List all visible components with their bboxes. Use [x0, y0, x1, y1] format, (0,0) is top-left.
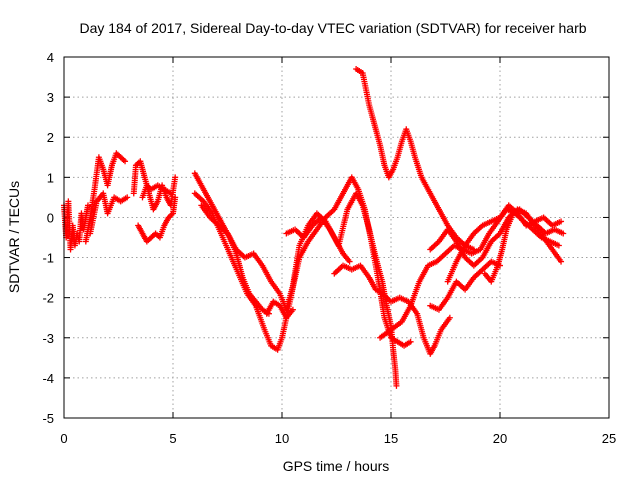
- data-point: [124, 194, 131, 201]
- x-tick-label: 25: [602, 431, 616, 446]
- y-tick-label: 3: [47, 90, 54, 105]
- data-point: [558, 218, 565, 225]
- y-tick-label: -4: [42, 371, 54, 386]
- data-point: [172, 174, 179, 181]
- data-point: [289, 306, 296, 313]
- data-point: [558, 258, 565, 265]
- y-tick-label: 4: [47, 50, 54, 65]
- x-tick-label: 15: [384, 431, 398, 446]
- series-arc-l: [331, 262, 453, 357]
- y-tick-label: -5: [42, 411, 54, 426]
- y-tick-label: -2: [42, 291, 54, 306]
- data-point: [446, 314, 453, 321]
- series-arc-q: [444, 202, 565, 285]
- x-tick-label: 10: [275, 431, 289, 446]
- plot-frame: [63, 56, 610, 419]
- data-point: [84, 202, 91, 209]
- data-point: [555, 242, 562, 249]
- series-arc-k: [283, 190, 400, 389]
- data-points: [61, 66, 567, 389]
- series-arc-m: [353, 66, 477, 253]
- series-arc-b: [82, 150, 129, 245]
- x-tick-label: 5: [169, 431, 176, 446]
- data-point: [346, 258, 353, 265]
- series-arc-r: [481, 206, 567, 285]
- data-point: [393, 382, 400, 389]
- data-point: [407, 338, 414, 345]
- data-point: [122, 158, 129, 165]
- y-tick-labels: -5 -4 -3 -2 -1 0 1 2 3 4: [42, 50, 54, 426]
- series-arc-a: [61, 198, 91, 253]
- series-arc-f: [139, 182, 174, 201]
- series-arc-c: [87, 190, 131, 237]
- y-axis-label: SDTVAR / TECUs: [6, 181, 22, 293]
- x-axis-label: GPS time / hours: [283, 458, 390, 474]
- series-arc-p: [427, 258, 503, 313]
- data-point: [172, 194, 179, 201]
- data-point: [167, 190, 174, 197]
- grid-lines: [64, 57, 609, 418]
- chart-title: Day 184 of 2017, Sidereal Day-to-day VTE…: [79, 20, 586, 36]
- y-tick-label: 2: [47, 130, 54, 145]
- y-tick-label: -3: [42, 331, 54, 346]
- data-point: [560, 230, 567, 237]
- series-arc-e: [135, 194, 179, 245]
- x-tick-label: 0: [60, 431, 67, 446]
- x-tick-label: 20: [493, 431, 507, 446]
- y-tick-label: -1: [42, 251, 54, 266]
- x-tick-labels: 0 5 10 15 20 25: [60, 431, 616, 446]
- series-arc-j: [263, 298, 296, 321]
- y-tick-label: 0: [47, 210, 54, 225]
- y-tick-label: 1: [47, 170, 54, 185]
